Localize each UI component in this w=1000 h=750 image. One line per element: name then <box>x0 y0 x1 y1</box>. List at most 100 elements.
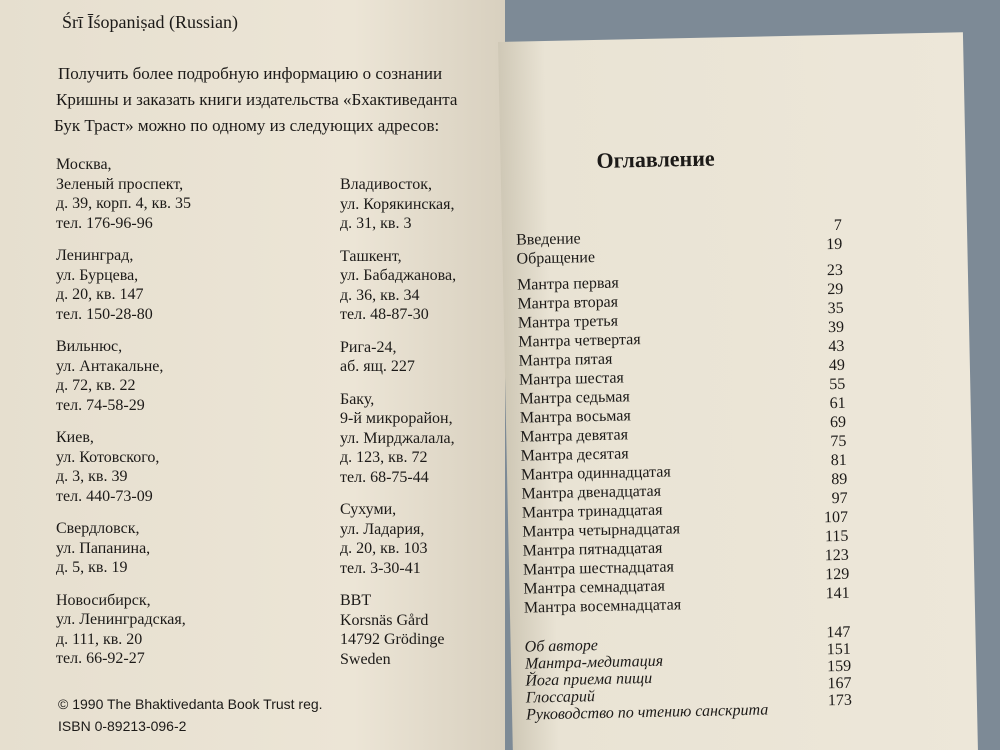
address-line: 14792 Grödinge <box>340 631 445 648</box>
address-line: д. 31, кв. 3 <box>340 215 412 232</box>
address-line: аб. ящ. 227 <box>340 358 415 375</box>
address-line: ул. Бурцева, <box>56 266 139 284</box>
toc-entry: Мантра четырнадцатая <box>522 520 681 541</box>
address-line: тел. 66-92-27 <box>56 650 145 667</box>
address-line: ул. Ленинградская, <box>56 611 186 628</box>
toc-page: 167 <box>827 674 852 693</box>
address-line: д. 5, кв. 19 <box>56 559 128 576</box>
address-line: 9-й микрорайон, <box>340 410 453 427</box>
toc-page: 75 <box>830 432 847 451</box>
address-line: ул. Папанина, <box>56 539 151 557</box>
toc-page: 115 <box>824 527 849 546</box>
toc-page: 151 <box>826 640 851 659</box>
header: Śrī Īśopaniṣad (Russian) <box>62 12 238 32</box>
address-line: Зеленый проспект, <box>56 175 184 193</box>
toc-entry: Мантра семнадцатая <box>523 577 666 598</box>
toc-entry: Мантра тринадцатая <box>521 501 663 522</box>
address-line: д. 39, корп. 4, кв. 35 <box>56 195 191 212</box>
toc-entry: Мантра десятая <box>520 445 629 465</box>
address-line: Korsnäs Gård <box>340 611 429 629</box>
address-line: Владивосток, <box>340 176 432 193</box>
address-line: Свердловск, <box>56 520 140 537</box>
toc-page: 123 <box>824 546 850 565</box>
address-line: Киев, <box>56 429 94 446</box>
toc-entry: Мантра двенадцатая <box>521 482 662 503</box>
toc-entry: Руководство по чтению санскрита <box>525 701 769 724</box>
address-line: д. 3, кв. 39 <box>56 468 128 485</box>
address-line: Ленинград, <box>56 247 134 264</box>
toc-page: 39 <box>827 318 845 337</box>
toc-page: 43 <box>828 337 845 356</box>
toc-page: 7 <box>833 216 843 235</box>
toc-page: 141 <box>825 584 850 603</box>
intro-line: Бук Траст» можно по одному из следующих … <box>54 116 440 135</box>
toc-entry: Обращение <box>516 249 596 268</box>
intro-line: Получить более подробную информацию о со… <box>58 64 443 83</box>
address-line: Вильнюс, <box>56 338 123 355</box>
toc-page: 35 <box>827 299 844 318</box>
toc-page: 173 <box>827 691 853 710</box>
address-line: тел. 48-87-30 <box>340 306 429 323</box>
toc-page: 55 <box>829 375 846 394</box>
intro-line: Кришны и заказать книги издательства «Бх… <box>56 90 458 109</box>
address-line: д. 36, кв. 34 <box>340 286 420 304</box>
copyright-line: © 1990 The Bhaktivedanta Book Trust reg. <box>58 696 323 712</box>
toc-title: Оглавление <box>596 145 715 173</box>
toc-entry: Мантра шестая <box>518 369 624 389</box>
address-line: BBT <box>340 592 372 609</box>
toc-page: 97 <box>831 489 848 508</box>
copyright-line: ISBN 0-89213-096-2 <box>58 718 187 734</box>
address-line: ул. Корякинская, <box>340 195 455 213</box>
address-line: ул. Бабаджанова, <box>340 267 457 284</box>
address-line: д. 111, кв. 20 <box>56 630 143 648</box>
address-line: д. 20, кв. 147 <box>56 286 144 303</box>
address-line: Баку, <box>340 390 375 408</box>
toc-entry: Мантра третья <box>517 312 619 332</box>
address-line: д. 123, кв. 72 <box>340 449 428 466</box>
address-line: Москва, <box>56 156 112 173</box>
address-line: Сухуми, <box>340 501 397 518</box>
toc-page: 159 <box>826 657 852 676</box>
left-page: Śrī Īśopaniṣad (Russian) Получить более п… <box>0 0 505 750</box>
toc-entry: Мантра шестнадцатая <box>522 558 675 579</box>
toc-entry: Мантра пятая <box>518 350 613 370</box>
toc-entry: Мантра одиннадцатая <box>520 463 671 484</box>
toc-entry: Мантра четвертая <box>518 331 641 351</box>
address-line: ул. Ладария, <box>340 520 425 538</box>
address-line: тел. 3-30-41 <box>340 559 421 577</box>
right-page: Оглавление Введение 7 Обращение 19 Мантра пер… <box>498 32 978 750</box>
address-line: тел. 74-58-29 <box>56 396 145 414</box>
address-line: тел. 150-28-80 <box>56 305 153 323</box>
toc-entry: Мантра восьмая <box>519 407 631 427</box>
address-line: тел. 176-96-96 <box>56 214 153 232</box>
toc-page: 69 <box>829 413 847 432</box>
address-line: Рига-24, <box>340 338 397 356</box>
address-line: д. 72, кв. 22 <box>56 377 136 394</box>
toc-entry: Мантра седьмая <box>519 388 630 408</box>
toc-entry: Мантра восемнадцатая <box>523 596 682 617</box>
toc-entry: Мантра девятая <box>520 426 629 446</box>
address-line: Ташкент, <box>340 247 402 265</box>
address-line: ул. Котовского, <box>56 448 160 466</box>
address-line: Sweden <box>340 650 391 668</box>
toc-page: 81 <box>830 451 848 470</box>
toc-entry: Мантра пятнадцатая <box>522 539 663 560</box>
toc-page: 29 <box>827 280 844 299</box>
address-line: тел. 440-73-09 <box>56 487 153 505</box>
toc-entry: Мантра вторая <box>517 293 619 313</box>
toc-page: 89 <box>831 470 848 489</box>
address-line: д. 20, кв. 103 <box>340 540 428 557</box>
toc-entry: Введение <box>515 230 581 249</box>
toc-page: 147 <box>826 623 851 642</box>
toc-page: 129 <box>825 565 850 584</box>
toc-page: 61 <box>829 394 846 413</box>
toc-page: 107 <box>823 508 849 527</box>
address-line: ул. Антакальне, <box>56 357 164 375</box>
toc-entry: Мантра первая <box>516 274 619 294</box>
address-line: тел. 68-75-44 <box>340 468 429 486</box>
address-line: Новосибирск, <box>56 591 151 609</box>
toc-page: 49 <box>828 356 846 375</box>
address-line: ул. Мирджалала, <box>340 429 455 447</box>
toc-page: 23 <box>826 261 844 280</box>
